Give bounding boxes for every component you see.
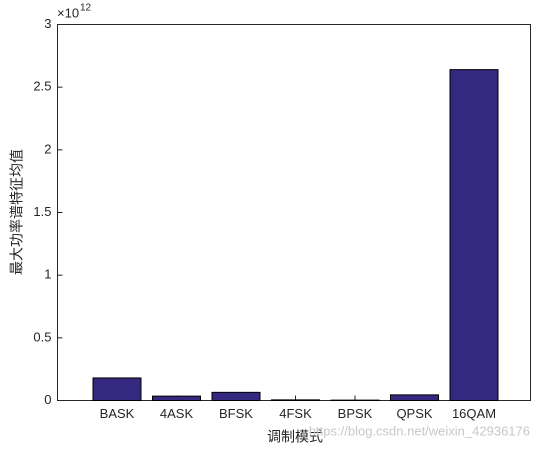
bar [271,399,320,401]
y-axis-label: 最大功率谱特征均值 [9,149,25,275]
x-tick-label: BASK [100,406,135,421]
y-tick-label: 0 [44,392,51,407]
x-tick-label: BFSK [219,406,253,421]
x-tick-label: 16QAM [452,406,496,421]
x-tick-label: BPSK [338,406,373,421]
y-tick-label: 2.5 [33,79,51,94]
x-tick-label: 4FSK [279,406,312,421]
x-tick-label: 4ASK [160,406,194,421]
y-multiplier-exponent: 12 [80,3,92,14]
bar [390,394,439,401]
bar [449,69,499,402]
bar [92,377,142,402]
y-multiplier-base: ×10 [57,5,79,20]
bar [152,395,201,402]
y-tick-label: 2 [44,141,51,156]
x-tick-label: QPSK [396,406,432,421]
watermark: https://blog.csdn.net/weixin_42936176 [309,423,530,438]
bar [211,391,261,401]
y-tick-label: 3 [44,16,51,31]
y-tick-label: 1.5 [33,204,51,219]
x-axis-label: 调制模式 [267,429,323,445]
y-tick-label: 1 [44,267,51,282]
y-tick-label: 0.5 [33,329,51,344]
